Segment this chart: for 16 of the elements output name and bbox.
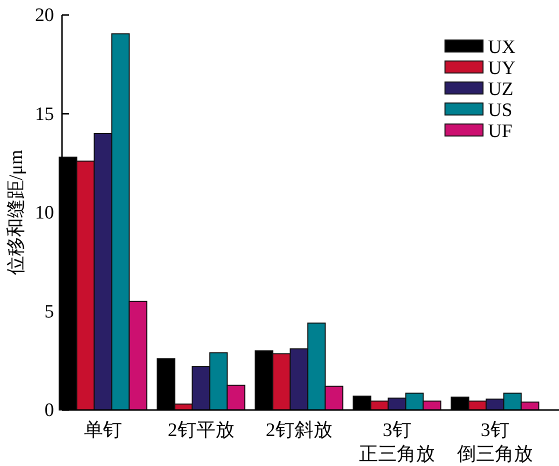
x-tick-label: 2钉平放: [168, 420, 234, 441]
y-tick-label: 0: [44, 400, 54, 421]
y-tick-label: 15: [35, 104, 54, 125]
y-tick-label: 20: [35, 5, 54, 26]
legend-label: US: [488, 100, 512, 121]
x-tick-label: 单钉: [84, 420, 122, 441]
legend-label: UZ: [488, 79, 514, 100]
legend-label: UX: [488, 37, 516, 58]
legend-label: UY: [488, 58, 516, 79]
y-tick-label: 5: [44, 301, 54, 322]
x-tick-label: 2钉斜放: [266, 420, 332, 441]
y-axis-title: 位移和缝距/μm: [6, 150, 27, 276]
x-tick-label: 3钉正三角放: [359, 420, 435, 465]
legend-label: UF: [488, 121, 512, 142]
y-tick-label: 10: [35, 202, 54, 224]
x-tick-label: 3钉倒三角放: [457, 420, 533, 465]
